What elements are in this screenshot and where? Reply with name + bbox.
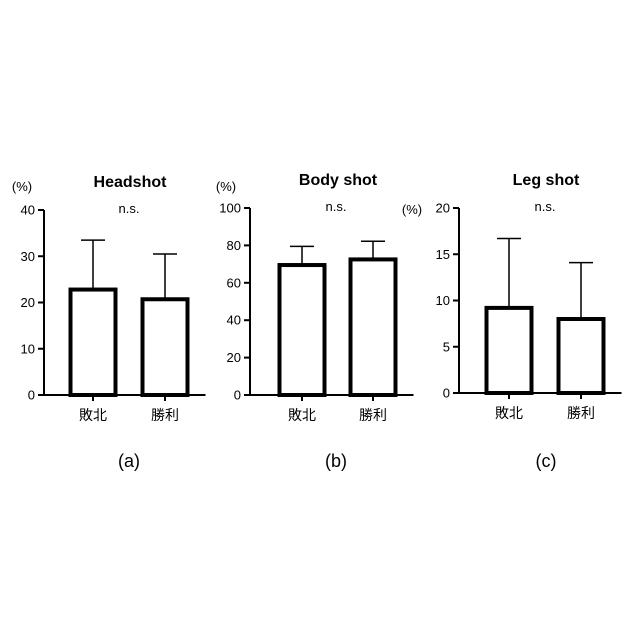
y-tick-label: 20 xyxy=(227,350,241,365)
chart-panel-b: Body shot (%) n.s. (b) 0 20 40 60 80 100 敗北 勝利 xyxy=(216,172,414,471)
significance-label: n.s. xyxy=(535,199,556,214)
panel-caption: (a) xyxy=(118,451,140,471)
bar xyxy=(71,290,116,395)
y-tick-label: 0 xyxy=(443,386,450,401)
bar xyxy=(351,259,396,395)
plot-area: 0 10 20 30 40 敗北 勝利 xyxy=(21,203,206,424)
y-tick-label: 15 xyxy=(436,247,450,262)
y-axis-unit: (%) xyxy=(216,179,236,194)
chart-title: Headshot xyxy=(94,174,168,191)
significance-label: n.s. xyxy=(326,199,347,214)
y-tick-label: 40 xyxy=(227,313,241,328)
y-tick-label: 20 xyxy=(21,295,35,310)
plot-area: 0 5 10 15 20 敗北 勝利 xyxy=(436,201,622,422)
panel-caption: (c) xyxy=(536,451,557,471)
chart-panel-a: Headshot (%) n.s. (a) 0 10 20 30 40 敗北 勝利 xyxy=(12,174,206,471)
x-tick-label: 敗北 xyxy=(79,407,107,423)
x-tick-label: 敗北 xyxy=(288,407,316,423)
x-tick-label: 勝利 xyxy=(359,407,387,423)
y-tick-label: 10 xyxy=(436,293,450,308)
bar xyxy=(143,299,188,395)
chart-title: Leg shot xyxy=(513,172,580,189)
y-tick-label: 60 xyxy=(227,275,241,290)
y-tick-label: 0 xyxy=(234,388,241,403)
panel-caption: (b) xyxy=(325,451,347,471)
y-tick-label: 40 xyxy=(21,203,35,218)
significance-label: n.s. xyxy=(119,201,140,216)
plot-area: 0 20 40 60 80 100 敗北 勝利 xyxy=(219,201,413,424)
bar xyxy=(280,265,325,395)
bar xyxy=(487,308,532,393)
y-tick-label: 80 xyxy=(227,238,241,253)
y-tick-label: 5 xyxy=(443,339,450,354)
y-tick-label: 20 xyxy=(436,201,450,216)
y-tick-label: 10 xyxy=(21,341,35,356)
y-axis-unit: (%) xyxy=(12,179,32,194)
x-tick-label: 勝利 xyxy=(567,405,595,421)
x-tick-label: 敗北 xyxy=(495,405,523,421)
bar xyxy=(559,319,604,393)
chart-panel-c: Leg shot (%) n.s. (c) 0 5 10 15 20 敗北 勝利 xyxy=(402,172,622,471)
y-tick-label: 0 xyxy=(28,388,35,403)
y-tick-label: 100 xyxy=(219,201,241,216)
y-axis-unit: (%) xyxy=(402,202,422,217)
x-tick-label: 勝利 xyxy=(151,407,179,423)
chart-title: Body shot xyxy=(299,172,378,189)
y-tick-label: 30 xyxy=(21,249,35,264)
